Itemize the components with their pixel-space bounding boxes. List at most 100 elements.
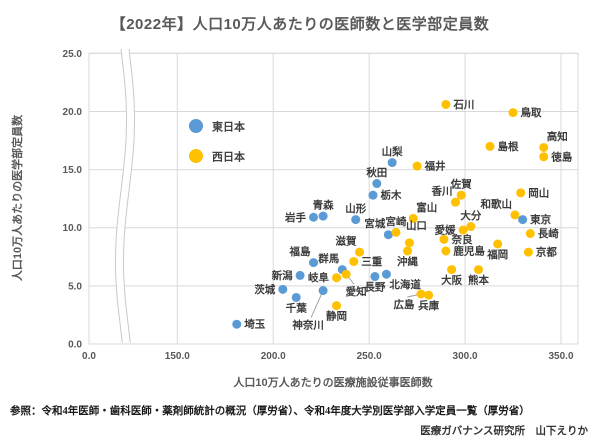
y-tick-label: 20.0 (63, 107, 83, 118)
scatter-point (412, 161, 422, 171)
point-label: 宮崎 (386, 215, 407, 228)
point-label: 京都 (536, 246, 557, 259)
scatter-point (403, 246, 413, 256)
y-tick-label: 10.0 (63, 223, 83, 234)
point-label: 神奈川 (292, 319, 324, 332)
scatter-point (447, 265, 457, 275)
point-label: 愛知 (346, 285, 367, 298)
scatter-point (318, 286, 328, 296)
scatter-point (523, 247, 533, 257)
scatter-point (295, 270, 305, 280)
point-label: 長野 (364, 282, 385, 294)
scatter-point (441, 99, 451, 109)
scatter-point (516, 188, 526, 198)
point-label: 山口 (406, 219, 427, 232)
scatter-point (510, 210, 520, 220)
scatter-point (474, 265, 484, 275)
scatter-point (416, 289, 426, 299)
point-label: 高知 (547, 130, 568, 143)
point-label: 岐阜 (308, 271, 329, 284)
axis-break-squiggle (115, 48, 127, 344)
scatter-point (404, 238, 414, 248)
credit-note: 医療ガバナンス研究所 山下えりか (420, 425, 588, 437)
scatter-point (485, 141, 495, 151)
legend-marker (189, 119, 203, 133)
point-label: 兵庫 (418, 299, 439, 312)
point-label: 山形 (345, 202, 366, 215)
scatter-point (372, 179, 382, 189)
point-label: 石川 (452, 99, 474, 111)
y-tick-label: 5.0 (68, 281, 82, 292)
legend-marker (189, 149, 203, 163)
scatter-point (232, 319, 242, 329)
legend-label: 東日本 (212, 120, 245, 134)
scatter-point (278, 284, 288, 294)
scatter-point (332, 273, 342, 283)
legend-label: 西日本 (212, 150, 245, 164)
scatter-point (309, 212, 319, 222)
point-label: 静岡 (326, 310, 347, 323)
point-label: 鹿児島 (453, 244, 485, 257)
point-label: 長崎 (538, 227, 559, 240)
point-label: 大阪 (441, 274, 462, 287)
point-label: 島根 (498, 140, 519, 153)
point-label: 沖縄 (397, 255, 418, 268)
point-label: 富山 (416, 201, 437, 214)
point-label: 滋賀 (336, 235, 357, 248)
scatter-point (456, 190, 466, 200)
scatter-point (381, 269, 391, 279)
axis-break-fill (115, 49, 135, 343)
point-label: 三重 (361, 255, 382, 268)
point-label: 山梨 (382, 145, 403, 158)
point-label: 大分 (460, 209, 481, 222)
x-tick-label: 0.0 (82, 351, 96, 362)
point-label: 鳥取 (521, 106, 542, 119)
scatter-chart: 0.0 150.0 200.0 250.0 300.0 350.0 0.0 5.0 10.0 15… (10, 48, 579, 389)
point-label: 佐賀 (450, 178, 472, 191)
scatter-point (539, 142, 549, 152)
point-label: 広島 (393, 298, 414, 311)
x-tick-label: 300.0 (453, 351, 478, 362)
axis-break-squiggle (123, 48, 135, 344)
scatter-point (349, 256, 359, 266)
point-label: 東京 (530, 213, 551, 226)
point-label: 香川 (430, 185, 452, 198)
scatter-point (351, 215, 361, 225)
point-label: 北海道 (389, 278, 421, 291)
scatter-point (525, 229, 535, 239)
scatter-point (291, 292, 301, 302)
point-label: 宮城 (364, 217, 385, 230)
scatter-point (391, 227, 401, 237)
point-label: 和歌山 (479, 197, 512, 210)
point-label: 福井 (424, 160, 446, 173)
x-axis-title: 人口10万人あたりの医療施設従事医師数 (233, 375, 433, 389)
scatter-point (439, 234, 449, 244)
point-label: 福島 (289, 245, 311, 258)
point-label: 愛媛 (435, 224, 456, 237)
scatter-point (387, 158, 397, 168)
point-label: 秋田 (366, 166, 387, 179)
scatter-point (458, 225, 468, 235)
point-label: 茨城 (254, 283, 275, 296)
x-tick-label: 350.0 (548, 351, 573, 362)
point-label: 栃木 (380, 189, 401, 202)
point-label: 福岡 (486, 248, 508, 261)
scatter-point (408, 213, 418, 223)
x-tick-label: 200.0 (261, 351, 286, 362)
point-label: 千葉 (286, 301, 307, 314)
scatter-point (309, 258, 319, 268)
scatter-point (370, 272, 380, 282)
point-label: 埼玉 (244, 318, 265, 331)
point-label: 群馬 (318, 252, 339, 265)
scatter-point (441, 246, 451, 256)
y-tick-label: 0.0 (68, 340, 82, 351)
point-label: 熊本 (468, 274, 489, 287)
y-tick-label: 25.0 (63, 49, 83, 60)
point-label: 岩手 (284, 211, 306, 224)
scatter-point (368, 190, 378, 200)
scatter-point (493, 239, 503, 249)
scatter-point (450, 197, 460, 207)
scatter-point (341, 269, 351, 279)
y-tick-label: 15.0 (63, 165, 83, 176)
